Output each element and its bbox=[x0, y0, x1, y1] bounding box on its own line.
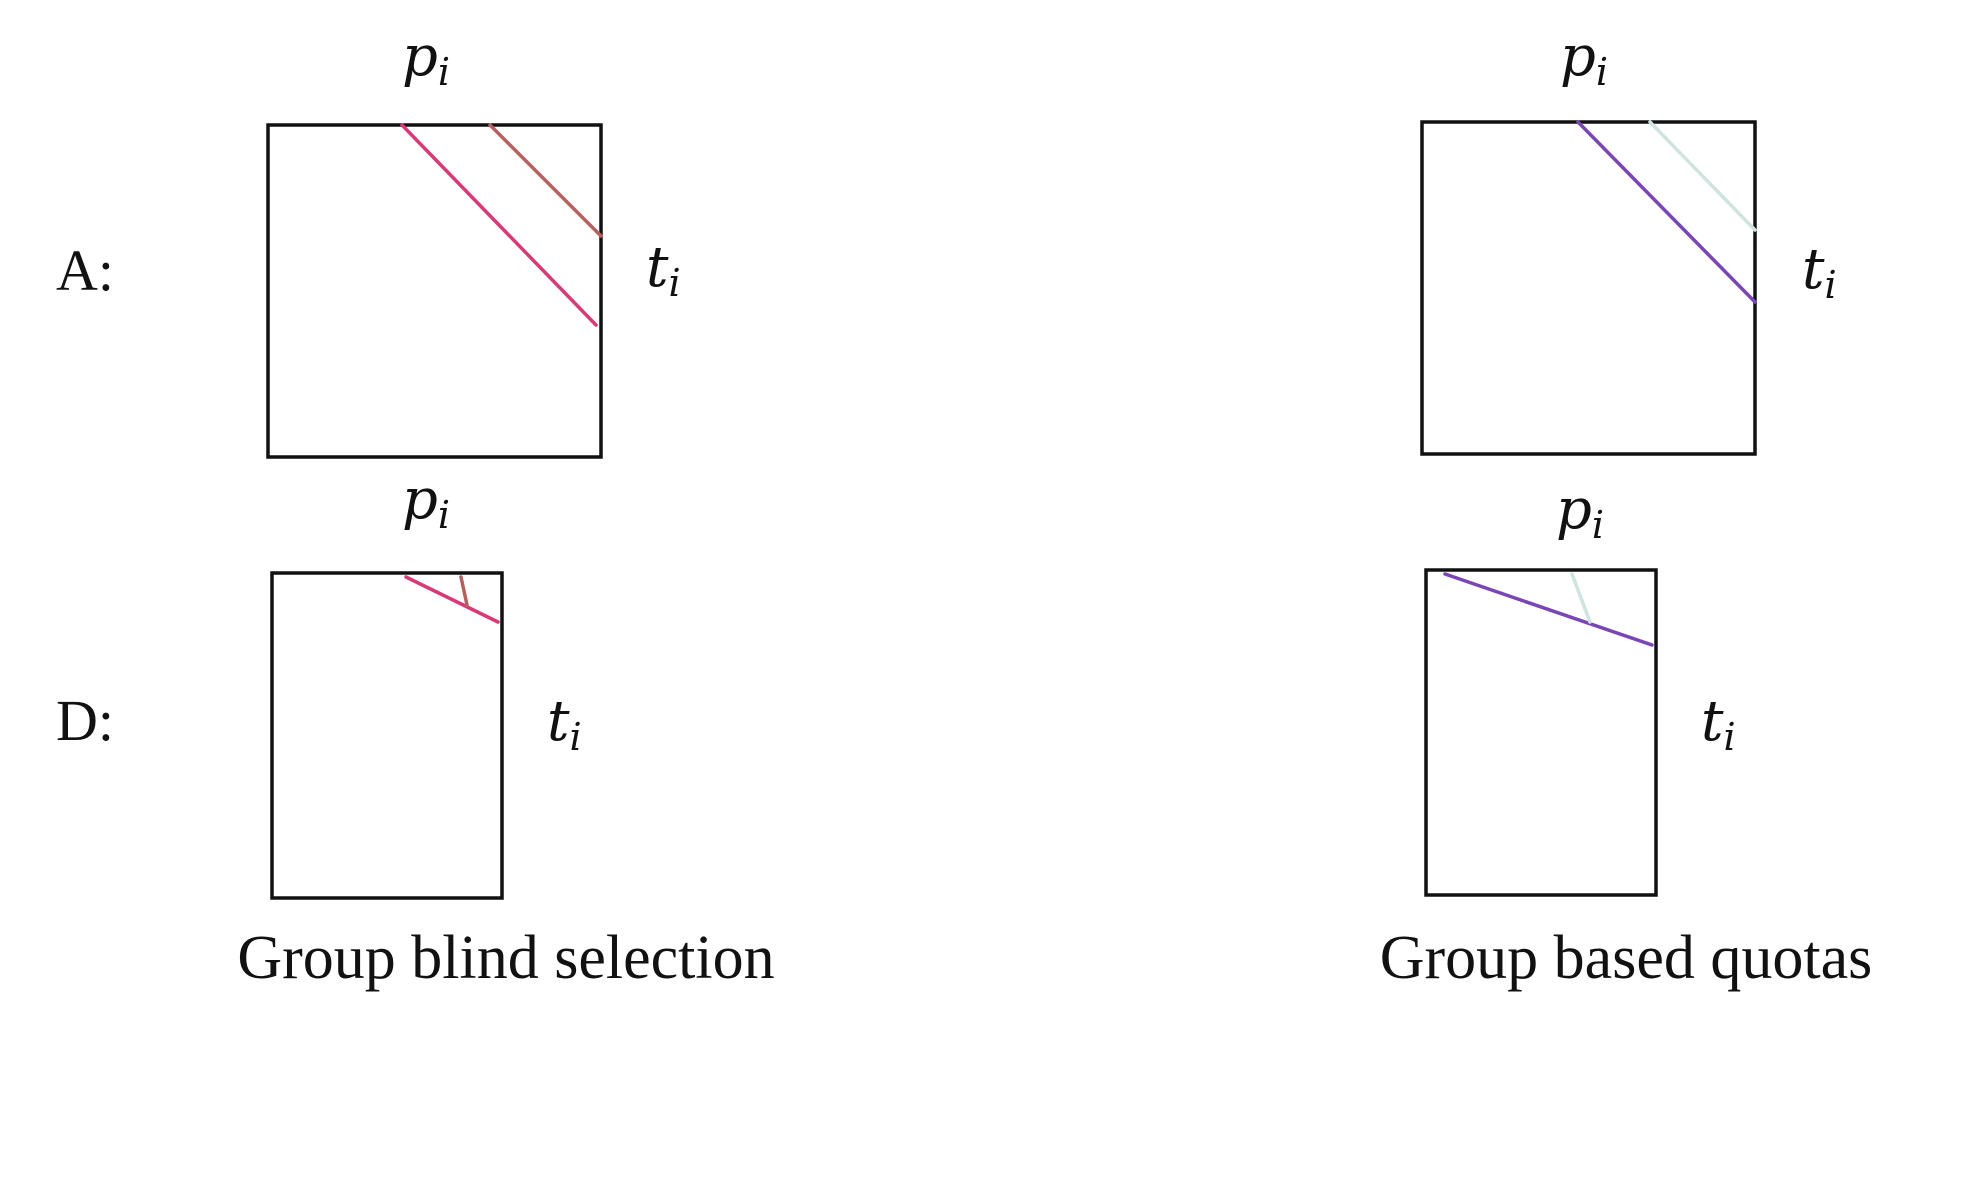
p-var: p bbox=[402, 467, 438, 532]
panel-a-blind: pi ti bbox=[266, 24, 681, 459]
panel-d-quota-secondary-line bbox=[1570, 572, 1592, 624]
t-sub: i bbox=[570, 715, 582, 759]
t-sub: i bbox=[1825, 263, 1837, 307]
panel-a-blind-secondary-line bbox=[488, 123, 603, 238]
panel-d-blind-top-label: pi bbox=[402, 467, 450, 537]
panel-d-blind: pi ti bbox=[270, 467, 582, 900]
panel-d-quota-frame bbox=[1424, 568, 1658, 897]
panel-d-blind-frame bbox=[270, 571, 504, 900]
panel-d-quota-main-line bbox=[1443, 572, 1654, 647]
panel-a-quota: pi ti bbox=[1420, 24, 1837, 456]
caption-group-quotas: Group based quotas bbox=[1380, 924, 1872, 992]
panel-d-blind-main-line bbox=[404, 575, 500, 624]
t-var: t bbox=[547, 689, 570, 754]
caption-group-blind: Group blind selection bbox=[237, 924, 774, 992]
row-label-d: D: bbox=[56, 688, 114, 753]
panel-d-blind-right-label: ti bbox=[547, 689, 582, 759]
t-var: t bbox=[646, 235, 669, 300]
panel-a-quota-right-label: ti bbox=[1802, 237, 1837, 307]
panel-a-quota-secondary-line bbox=[1648, 120, 1757, 232]
p-sub: i bbox=[438, 493, 450, 537]
panel-a-quota-main-line bbox=[1576, 120, 1757, 304]
panel-a-blind-main-line bbox=[400, 123, 598, 327]
p-sub: i bbox=[1592, 503, 1604, 547]
panel-d-quota: pi ti bbox=[1424, 477, 1736, 897]
t-sub: i bbox=[669, 261, 681, 305]
panel-d-quota-right-label: ti bbox=[1701, 689, 1736, 759]
p-var: p bbox=[402, 24, 438, 89]
panel-a-blind-right-label: ti bbox=[646, 235, 681, 305]
p-sub: i bbox=[438, 50, 450, 94]
panel-a-blind-frame bbox=[266, 123, 603, 459]
p-var: p bbox=[1556, 477, 1592, 542]
panel-a-quota-top-label: pi bbox=[1560, 24, 1608, 94]
panel-d-blind-secondary-line bbox=[459, 575, 469, 607]
p-sub: i bbox=[1596, 50, 1608, 94]
panel-a-quota-frame bbox=[1420, 120, 1757, 456]
row-label-a: A: bbox=[56, 238, 114, 303]
panel-d-quota-top-label: pi bbox=[1556, 477, 1604, 547]
t-sub: i bbox=[1724, 715, 1736, 759]
t-var: t bbox=[1802, 237, 1825, 302]
t-var: t bbox=[1701, 689, 1724, 754]
p-var: p bbox=[1560, 24, 1596, 89]
panel-a-blind-top-label: pi bbox=[402, 24, 450, 94]
